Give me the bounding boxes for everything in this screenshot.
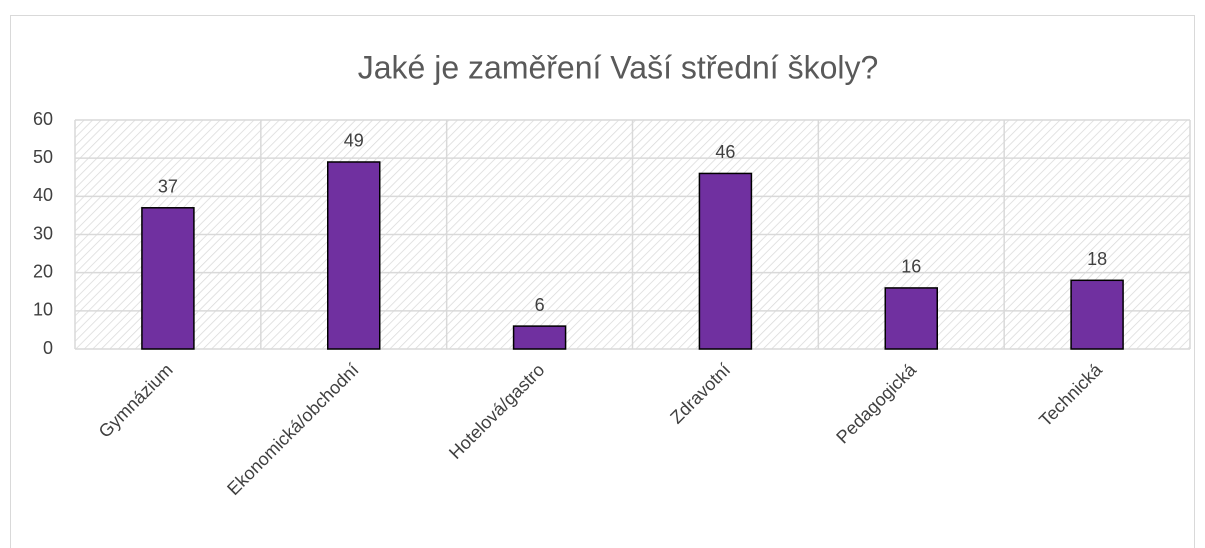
y-tick-label: 40 — [33, 185, 53, 205]
bar — [884, 287, 938, 350]
data-label: 46 — [715, 142, 735, 162]
bar — [141, 207, 195, 350]
chart-title: Jaké je zaměření Vaší střední školy? — [358, 49, 879, 85]
bar — [327, 161, 381, 350]
bar — [512, 325, 567, 350]
y-tick-label: 10 — [33, 300, 53, 320]
data-label: 37 — [158, 177, 178, 197]
y-tick-label: 50 — [33, 147, 53, 167]
data-label: 16 — [901, 257, 921, 277]
y-tick-label: 0 — [43, 338, 53, 358]
bar — [1070, 279, 1124, 350]
bar — [698, 172, 753, 350]
y-tick-label: 20 — [33, 261, 53, 281]
data-label: 6 — [535, 295, 545, 315]
data-label: 18 — [1087, 249, 1107, 269]
data-label: 49 — [344, 131, 364, 151]
y-tick-label: 30 — [33, 223, 53, 243]
y-tick-label: 60 — [33, 109, 53, 129]
